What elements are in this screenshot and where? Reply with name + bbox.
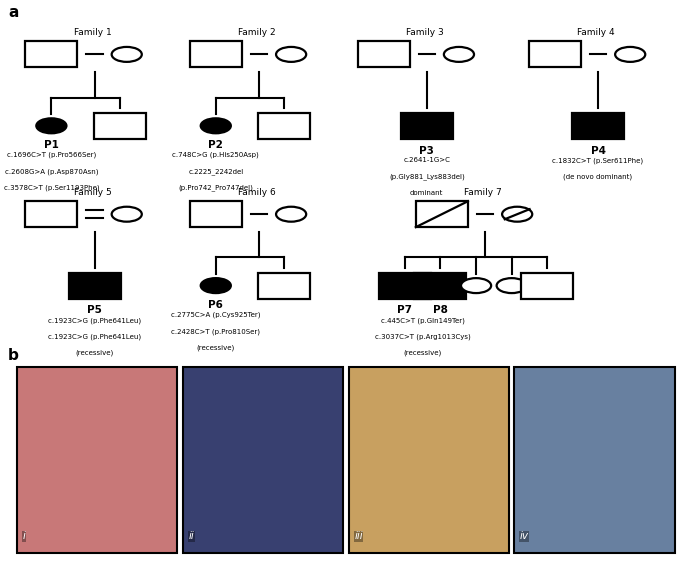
Bar	[190, 201, 242, 227]
Text: c.1696C>T (p.Pro566Ser): c.1696C>T (p.Pro566Ser)	[7, 152, 96, 158]
Bar	[529, 42, 581, 67]
Text: c.1923C>G (p.Phe641Leu): c.1923C>G (p.Phe641Leu)	[48, 317, 141, 324]
Bar	[183, 368, 343, 554]
Circle shape	[112, 47, 142, 62]
Bar	[358, 42, 410, 67]
Text: P7: P7	[397, 305, 412, 315]
Bar	[349, 368, 509, 554]
Text: dominant: dominant	[410, 190, 443, 196]
Bar	[25, 201, 77, 227]
Bar	[258, 113, 310, 139]
Text: c.445C>T (p.Gln149Ter): c.445C>T (p.Gln149Ter)	[381, 317, 464, 324]
Bar	[94, 113, 146, 139]
Text: c.2225_2242del: c.2225_2242del	[188, 168, 243, 175]
Text: (p.Gly881_Lys883del): (p.Gly881_Lys883del)	[389, 174, 464, 180]
Text: i: i	[23, 532, 25, 541]
Circle shape	[36, 119, 66, 133]
Circle shape	[112, 207, 142, 221]
Circle shape	[276, 207, 306, 221]
Text: a: a	[8, 5, 18, 20]
Bar	[379, 273, 431, 298]
Bar	[514, 368, 675, 554]
Text: P3: P3	[419, 146, 434, 156]
Text: P4: P4	[590, 146, 606, 156]
Text: Family 6: Family 6	[238, 188, 276, 197]
Text: (de novo dominant): (de novo dominant)	[564, 174, 632, 180]
Circle shape	[444, 47, 474, 62]
Text: ii: ii	[188, 532, 194, 541]
Text: P1: P1	[44, 140, 59, 150]
Bar	[414, 273, 466, 298]
Text: (recessive): (recessive)	[197, 345, 235, 351]
Text: iii: iii	[354, 532, 363, 541]
Text: iv: iv	[520, 532, 529, 541]
Bar	[521, 273, 573, 298]
Circle shape	[201, 278, 231, 293]
Text: P8: P8	[433, 305, 448, 315]
Text: Family 7: Family 7	[464, 188, 502, 197]
Bar	[572, 113, 624, 139]
Text: (recessive): (recessive)	[32, 201, 71, 207]
Text: Family 4: Family 4	[577, 28, 614, 37]
Text: (recessive): (recessive)	[75, 350, 114, 356]
Text: c.3578C>T (p.Ser1193Phe): c.3578C>T (p.Ser1193Phe)	[3, 185, 99, 191]
Text: Family 3: Family 3	[406, 28, 444, 37]
Text: c.3037C>T (p.Arg1013Cys): c.3037C>T (p.Arg1013Cys)	[375, 334, 471, 340]
Bar	[401, 113, 453, 139]
Bar	[190, 42, 242, 67]
Text: P6: P6	[208, 300, 223, 310]
Text: c.748C>G (p.His250Asp): c.748C>G (p.His250Asp)	[173, 152, 259, 158]
Bar	[416, 201, 468, 227]
Bar	[17, 368, 177, 554]
Circle shape	[201, 119, 231, 133]
Text: (recessive): (recessive)	[197, 201, 235, 207]
Text: P5: P5	[87, 305, 102, 315]
Text: c.2641-1G>C: c.2641-1G>C	[403, 157, 450, 164]
Circle shape	[276, 47, 306, 62]
Text: c.1832C>T (p.Ser611Phe): c.1832C>T (p.Ser611Phe)	[552, 157, 644, 164]
Circle shape	[615, 47, 645, 62]
Bar	[258, 273, 310, 298]
Text: (p.Pro742_Pro747del): (p.Pro742_Pro747del)	[178, 185, 253, 192]
Text: P2: P2	[208, 140, 223, 150]
Text: Family 2: Family 2	[238, 28, 275, 37]
Circle shape	[461, 278, 491, 293]
Text: c.2608G>A (p.Asp870Asn): c.2608G>A (p.Asp870Asn)	[5, 168, 98, 175]
Text: (recessive): (recessive)	[403, 350, 442, 356]
Text: c.2428C>T (p.Pro810Ser): c.2428C>T (p.Pro810Ser)	[171, 328, 260, 334]
Text: Family 5: Family 5	[73, 188, 112, 197]
Text: c.2775C>A (p.Cys925Ter): c.2775C>A (p.Cys925Ter)	[171, 312, 260, 318]
Text: c.1923C>G (p.Phe641Leu): c.1923C>G (p.Phe641Leu)	[48, 334, 141, 340]
Circle shape	[502, 207, 532, 221]
Bar	[25, 42, 77, 67]
Circle shape	[497, 278, 527, 293]
Text: b: b	[8, 348, 19, 363]
Bar	[68, 273, 121, 298]
Text: Family 1: Family 1	[73, 28, 112, 37]
